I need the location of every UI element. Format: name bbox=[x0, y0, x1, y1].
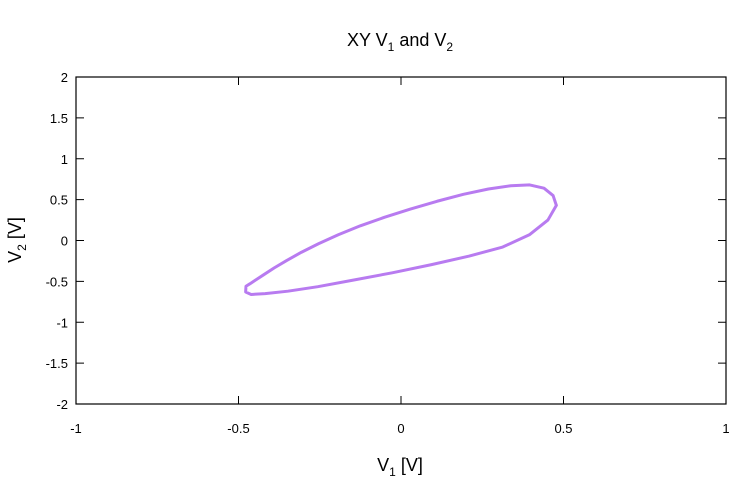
y-tick-label: 0.5 bbox=[50, 193, 68, 208]
x-tick-label: -1 bbox=[70, 421, 82, 436]
x-axis-title: V1 [V] bbox=[377, 455, 423, 479]
y-tick-label: 1 bbox=[61, 152, 68, 167]
xy-curve bbox=[244, 183, 558, 296]
y-tick-label: 2 bbox=[61, 70, 68, 85]
y-tick-label: -1.5 bbox=[46, 356, 68, 371]
y-tick-label: -2 bbox=[56, 397, 68, 412]
x-tick-label: 0 bbox=[397, 421, 404, 436]
y-axis-title: V2 [V] bbox=[5, 217, 29, 263]
y-axis-ticks: -2 -1.5 -1 -0.5 0 0.5 1 1.5 2 bbox=[46, 70, 726, 412]
chart-title: XY V1 and V2 bbox=[347, 30, 453, 54]
y-tick-label: -1 bbox=[56, 315, 68, 330]
y-tick-label: 1.5 bbox=[50, 111, 68, 126]
x-tick-label: 1 bbox=[722, 421, 729, 436]
y-tick-label: 0 bbox=[61, 234, 68, 249]
x-tick-label: -0.5 bbox=[227, 421, 249, 436]
x-axis-ticks: -1 -0.5 0 0.5 1 bbox=[70, 77, 730, 436]
series-layer bbox=[244, 183, 558, 296]
x-tick-label: 0.5 bbox=[554, 421, 572, 436]
plot-frame bbox=[75, 76, 727, 405]
y-tick-label: -0.5 bbox=[46, 274, 68, 289]
